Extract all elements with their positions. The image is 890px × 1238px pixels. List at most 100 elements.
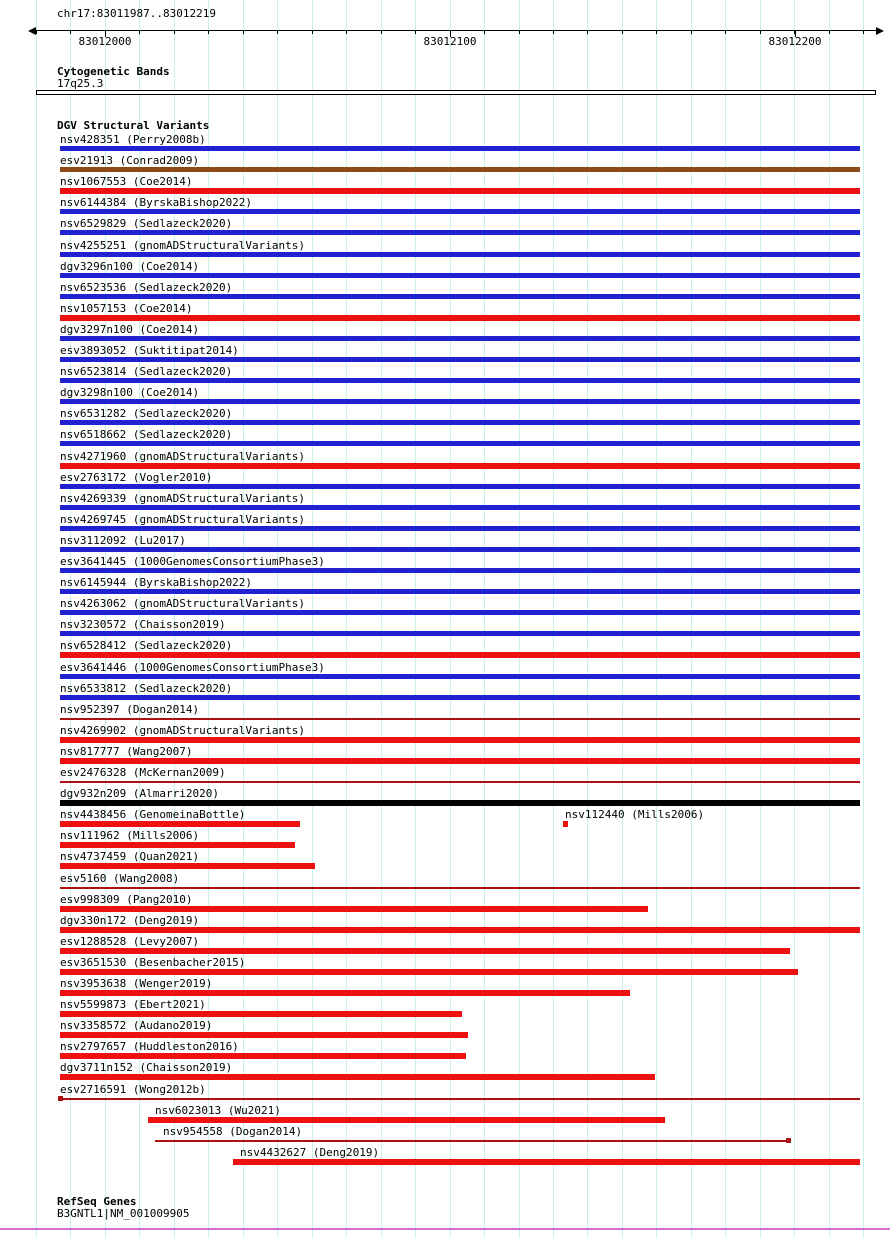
variant-bar[interactable]	[60, 209, 860, 214]
variant-label[interactable]: esv998309 (Pang2010)	[60, 893, 193, 906]
variant-bar[interactable]	[60, 863, 315, 869]
variant-label[interactable]: esv2716591 (Wong2012b)	[60, 1083, 206, 1096]
variant-bar[interactable]	[60, 906, 648, 912]
variant-bar[interactable]	[60, 737, 860, 743]
gene-line[interactable]	[0, 1228, 890, 1230]
variant-bar[interactable]	[60, 399, 860, 404]
variant-label[interactable]: esv2476328 (McKernan2009)	[60, 766, 226, 779]
variant-bar[interactable]	[60, 695, 860, 700]
variant-bar[interactable]	[148, 1117, 665, 1123]
variant-bar[interactable]	[60, 758, 860, 764]
variant-bar[interactable]	[60, 547, 860, 552]
variant-bar[interactable]	[60, 441, 860, 446]
variant-label[interactable]: nsv2797657 (Huddleston2016)	[60, 1040, 239, 1053]
variant-label[interactable]: nsv6023013 (Wu2021)	[155, 1104, 281, 1117]
cytoband-box[interactable]	[36, 90, 876, 95]
variant-label[interactable]: dgv330n172 (Deng2019)	[60, 914, 200, 927]
variant-label[interactable]: nsv1057153 (Coe2014)	[60, 302, 193, 315]
variant-bar[interactable]	[563, 821, 568, 827]
variant-label[interactable]: esv3651530 (Besenbacher2015)	[60, 956, 246, 969]
variant-label[interactable]: nsv111962 (Mills2006)	[60, 829, 200, 842]
variant-bar[interactable]	[60, 315, 860, 321]
variant-label[interactable]: nsv6533812 (Sedlazeck2020)	[60, 682, 233, 695]
variant-label[interactable]: nsv954558 (Dogan2014)	[163, 1125, 303, 1138]
variant-bar[interactable]	[60, 357, 860, 362]
variant-bar[interactable]	[60, 990, 630, 996]
variant-bar[interactable]	[60, 188, 860, 194]
variant-bar[interactable]	[60, 674, 860, 679]
variant-label[interactable]: dgv3298n100 (Coe2014)	[60, 386, 200, 399]
variant-label[interactable]: nsv4269745 (gnomADStructuralVariants)	[60, 513, 306, 526]
variant-bar[interactable]	[60, 969, 798, 975]
variant-bar[interactable]	[60, 1053, 466, 1059]
variant-bar[interactable]	[60, 146, 860, 151]
variant-bar[interactable]	[60, 842, 295, 848]
variant-bar[interactable]	[60, 1032, 468, 1038]
variant-label[interactable]: nsv6144384 (ByrskaBishop2022)	[60, 196, 253, 209]
variant-label[interactable]: esv1288528 (Levy2007)	[60, 935, 200, 948]
variant-bar[interactable]	[60, 526, 860, 531]
variant-label[interactable]: nsv817777 (Wang2007)	[60, 745, 193, 758]
variant-label[interactable]: nsv112440 (Mills2006)	[565, 808, 705, 821]
variant-label[interactable]: nsv4269339 (gnomADStructuralVariants)	[60, 492, 306, 505]
variant-bar[interactable]	[60, 252, 860, 257]
variant-label[interactable]: nsv3953638 (Wenger2019)	[60, 977, 213, 990]
variant-label[interactable]: esv21913 (Conrad2009)	[60, 154, 200, 167]
variant-label[interactable]: nsv4269902 (gnomADStructuralVariants)	[60, 724, 306, 737]
variant-label[interactable]: nsv1067553 (Coe2014)	[60, 175, 193, 188]
variant-line[interactable]	[60, 781, 860, 783]
variant-label[interactable]: nsv4255251 (gnomADStructuralVariants)	[60, 239, 306, 252]
variant-bar[interactable]	[60, 821, 300, 827]
variant-bar[interactable]	[60, 505, 860, 510]
variant-bar[interactable]	[60, 589, 860, 594]
variant-label[interactable]: nsv6145944 (ByrskaBishop2022)	[60, 576, 253, 589]
variant-label[interactable]: nsv6528412 (Sedlazeck2020)	[60, 639, 233, 652]
variant-label[interactable]: dgv3296n100 (Coe2014)	[60, 260, 200, 273]
variant-bar[interactable]	[60, 610, 860, 615]
variant-label[interactable]: nsv4438456 (GenomeinaBottle)	[60, 808, 246, 821]
variant-label[interactable]: nsv6523536 (Sedlazeck2020)	[60, 281, 233, 294]
variant-label[interactable]: nsv6518662 (Sedlazeck2020)	[60, 428, 233, 441]
variant-label[interactable]: esv2763172 (Vogler2010)	[60, 471, 213, 484]
variant-label[interactable]: nsv4737459 (Quan2021)	[60, 850, 200, 863]
variant-bar[interactable]	[60, 652, 860, 658]
gene-label[interactable]: B3GNTL1|NM_001009905	[57, 1207, 190, 1220]
variant-line[interactable]	[155, 1140, 790, 1142]
variant-bar[interactable]	[60, 294, 860, 299]
variant-bar[interactable]	[60, 568, 860, 573]
variant-label[interactable]: nsv6523814 (Sedlazeck2020)	[60, 365, 233, 378]
variant-label[interactable]: nsv3112092 (Lu2017)	[60, 534, 186, 547]
variant-label[interactable]: nsv952397 (Dogan2014)	[60, 703, 200, 716]
variant-label[interactable]: esv3893052 (Suktitipat2014)	[60, 344, 239, 357]
variant-label[interactable]: nsv3358572 (Audano2019)	[60, 1019, 213, 1032]
variant-bar[interactable]	[60, 230, 860, 235]
variant-label[interactable]: dgv932n209 (Almarri2020)	[60, 787, 219, 800]
variant-line[interactable]	[60, 1098, 860, 1100]
variant-label[interactable]: nsv3230572 (Chaisson2019)	[60, 618, 226, 631]
variant-label[interactable]: nsv4271960 (gnomADStructuralVariants)	[60, 450, 306, 463]
variant-label[interactable]: esv3641445 (1000GenomesConsortiumPhase3)	[60, 555, 325, 568]
variant-label[interactable]: dgv3711n152 (Chaisson2019)	[60, 1061, 233, 1074]
variant-bar[interactable]	[60, 1074, 655, 1080]
variant-line[interactable]	[60, 887, 860, 889]
variant-bar[interactable]	[60, 800, 860, 806]
variant-label[interactable]: esv5160 (Wang2008)	[60, 872, 180, 885]
variant-label[interactable]: nsv4263062 (gnomADStructuralVariants)	[60, 597, 306, 610]
variant-label[interactable]: nsv428351 (Perry2008b)	[60, 133, 206, 146]
variant-label[interactable]: esv3641446 (1000GenomesConsortiumPhase3)	[60, 661, 325, 674]
variant-bar[interactable]	[60, 463, 860, 469]
variant-bar[interactable]	[60, 420, 860, 425]
variant-bar[interactable]	[60, 484, 860, 489]
variant-label[interactable]: nsv6531282 (Sedlazeck2020)	[60, 407, 233, 420]
variant-bar[interactable]	[60, 631, 860, 636]
variant-bar[interactable]	[60, 1011, 462, 1017]
variant-label[interactable]: nsv6529829 (Sedlazeck2020)	[60, 217, 233, 230]
variant-bar[interactable]	[60, 167, 860, 172]
variant-label[interactable]: dgv3297n100 (Coe2014)	[60, 323, 200, 336]
variant-label[interactable]: nsv4432627 (Deng2019)	[240, 1146, 380, 1159]
variant-line[interactable]	[60, 718, 860, 720]
variant-bar[interactable]	[60, 273, 860, 278]
variant-bar[interactable]	[60, 927, 860, 933]
variant-bar[interactable]	[233, 1159, 860, 1165]
variant-label[interactable]: nsv5599873 (Ebert2021)	[60, 998, 206, 1011]
